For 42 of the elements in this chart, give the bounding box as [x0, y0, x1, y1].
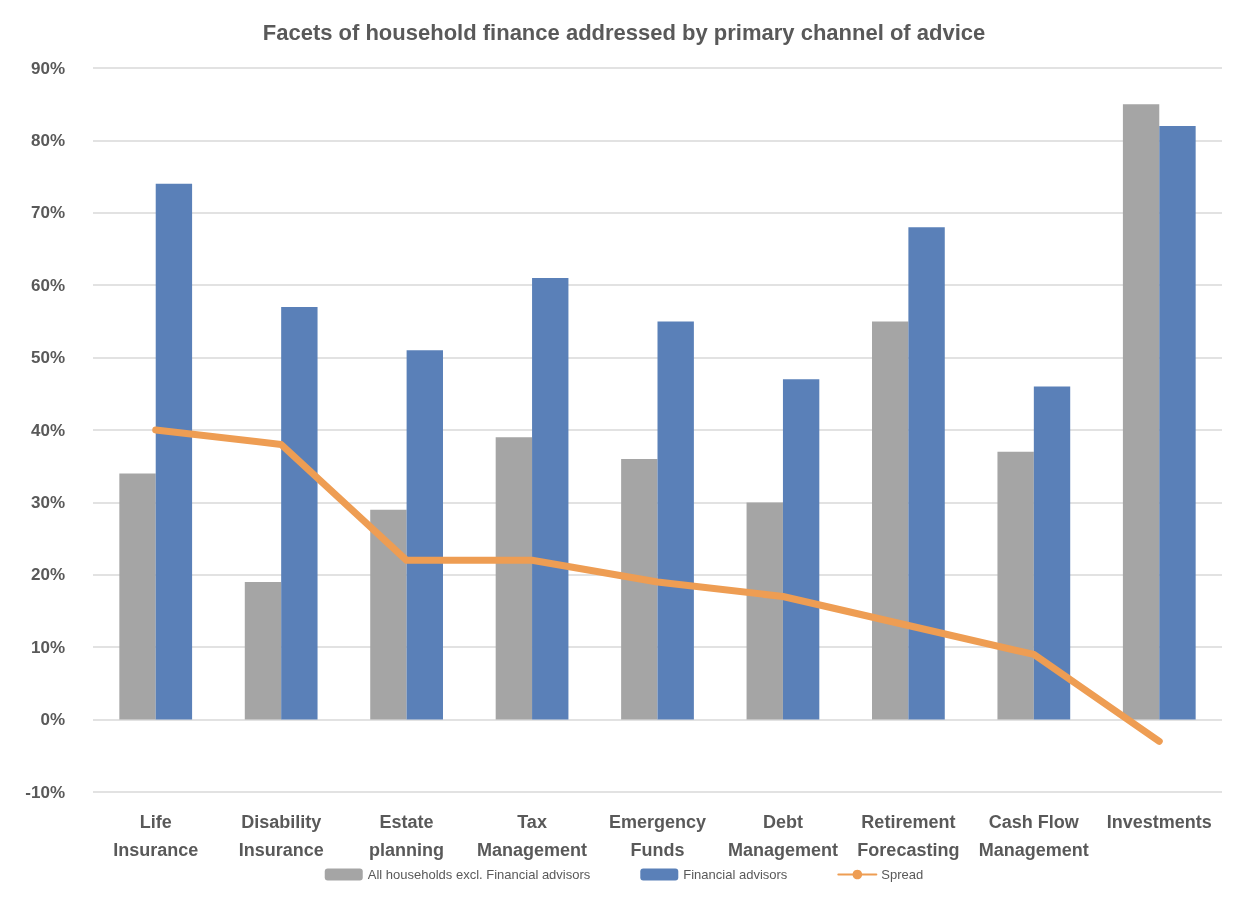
x-tick-label: Investments [1106, 812, 1212, 832]
bar [782, 379, 820, 720]
bar [1033, 386, 1071, 720]
y-tick-label: -10% [25, 782, 65, 802]
legend-label: Spread [881, 867, 924, 882]
bar [872, 321, 909, 720]
bar [406, 350, 443, 720]
y-tick-label: 80% [30, 130, 65, 150]
y-tick-label: 20% [30, 565, 65, 585]
chart-title: Facets of household finance addressed by primary channel of advice [262, 19, 986, 45]
bar [244, 582, 282, 720]
x-tick-label: Retirement Forecasting [857, 812, 960, 860]
bar [1159, 125, 1196, 720]
bar [908, 227, 945, 720]
y-tick-label: 90% [30, 58, 65, 78]
x-tick-label: Disability Insurance [238, 812, 324, 860]
bar [370, 509, 407, 720]
bar [746, 502, 783, 720]
legend-label: All households excl. Financial advisors [367, 867, 591, 882]
y-tick-label: 30% [30, 492, 65, 512]
y-tick-label: 10% [30, 637, 65, 657]
y-tick-label: 0% [40, 710, 65, 730]
x-tick-label: Life Insurance [113, 812, 199, 860]
x-tick-label: Cash Flow Management [978, 812, 1089, 860]
x-tick-label: Estate planning [369, 812, 445, 860]
bar [1122, 104, 1160, 720]
bar [532, 277, 569, 720]
y-tick-label: 40% [30, 420, 65, 440]
bar [119, 473, 156, 720]
bar [155, 183, 193, 720]
y-tick-label: 60% [30, 275, 65, 295]
y-tick-label: 50% [30, 348, 65, 368]
bar [621, 458, 658, 720]
x-tick-label: Debt Management [727, 812, 838, 860]
y-tick-label: 70% [30, 203, 65, 223]
bar [657, 321, 694, 720]
bar [997, 451, 1034, 720]
legend-label: Financial advisors [683, 867, 788, 882]
x-tick-label: Tax Management [477, 812, 588, 860]
bar [495, 437, 533, 720]
bar [281, 306, 318, 720]
x-tick-label: Emergency Funds [608, 812, 707, 860]
